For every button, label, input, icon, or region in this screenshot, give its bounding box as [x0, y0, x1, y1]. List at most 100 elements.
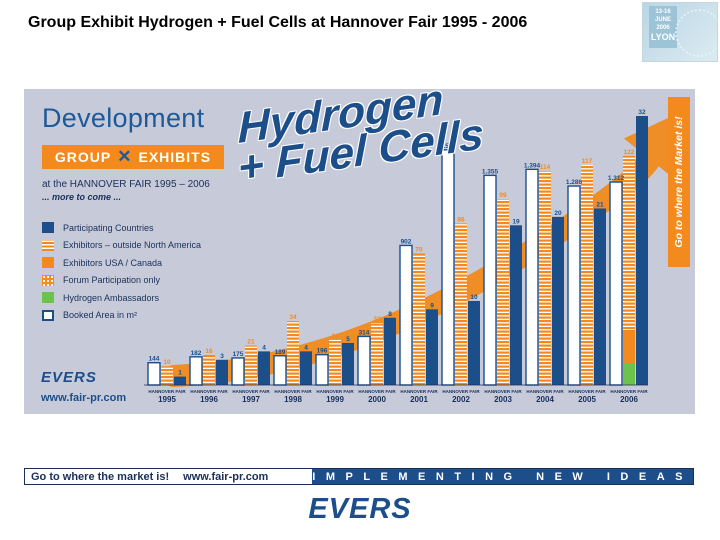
exhibitors-label: 70 — [415, 247, 423, 254]
booked-area-label: 902 — [401, 238, 412, 245]
evers-logo: EVERS — [41, 369, 97, 386]
event-month: JUNE — [654, 17, 671, 23]
exhibitors-bar — [371, 323, 383, 385]
axis-caption: HANNOVER FAIR — [442, 389, 480, 394]
countries-label: 21 — [596, 201, 604, 208]
banner-exhibits-text: EXHIBITS — [138, 149, 212, 165]
axis-caption: HANNOVER FAIR — [358, 389, 396, 394]
booked-area-bar — [357, 335, 371, 386]
legend-item-ambassadors: Hydrogen Ambassadors — [42, 289, 201, 307]
exhibitors-label: 122 — [624, 149, 635, 156]
legend-label-forum: Forum Participation only — [63, 275, 161, 286]
footer-bar: Go to where the market is! www.fair-pr.c… — [24, 468, 694, 485]
year-tick-label: 1998 — [284, 395, 302, 404]
market-slogan-text: Go to where the Market is! — [673, 116, 685, 248]
footer-slogan-area: Go to where the market is! www.fair-pr.c… — [25, 469, 313, 484]
legend-item-countries: Participating Countries — [42, 219, 201, 237]
exhibitors-bar — [413, 253, 425, 385]
year-tick-label: 1997 — [242, 395, 260, 404]
exhibitors-label: 114 — [540, 164, 551, 171]
exhibitors-label: 10 — [163, 359, 171, 366]
legend-item-exhibitors: Exhibitors – outside North America — [42, 237, 201, 255]
booked-area-bar — [189, 356, 203, 386]
year-tick-label: 2005 — [578, 395, 596, 404]
cross-icon: ✕ — [117, 147, 133, 166]
europe-map-icon — [675, 9, 717, 57]
booked-area-label: 1.394 — [524, 162, 541, 169]
booked-area-bar — [315, 353, 329, 386]
exhibitors-bar — [329, 339, 341, 385]
footer-tagline: IMPLEMENTING NEW IDEAS — [312, 469, 693, 484]
year-tick-label: 1999 — [326, 395, 344, 404]
countries-bar — [552, 216, 564, 385]
booked-area-label: 144 — [149, 356, 160, 363]
countries-label: 5 — [346, 336, 350, 343]
booked-area-bar — [231, 357, 245, 386]
countries-bar — [510, 225, 522, 385]
axis-caption: HANNOVER FAIR — [190, 389, 228, 394]
development-heading: Development — [42, 103, 205, 133]
axis-caption: HANNOVER FAIR — [148, 389, 186, 394]
legend-swatch-ambassadors — [42, 292, 54, 304]
event-logo: 13-16 JUNE 2006 LYON — [642, 2, 718, 62]
exhibitors-bar — [161, 366, 173, 385]
booked-area-bar — [147, 362, 161, 386]
booked-area-bar — [609, 181, 623, 386]
exhibitors-bar — [455, 223, 467, 385]
countries-label: 9 — [430, 302, 434, 309]
legend-swatch-forum — [42, 274, 54, 286]
axis-caption: HANNOVER FAIR — [316, 389, 354, 394]
legend-item-usa-canada: Exhibitors USA / Canada — [42, 254, 201, 272]
exhibitors-label: 117 — [582, 158, 593, 165]
countries-bar — [174, 376, 186, 385]
exhibitors-bar — [581, 165, 593, 385]
booked-area-label: 182 — [191, 350, 202, 357]
footer-website-link[interactable]: www.fair-pr.com — [183, 470, 269, 483]
exhibitors-bar — [497, 199, 509, 385]
countries-label: 4 — [304, 344, 308, 351]
countries-bar — [216, 359, 228, 385]
booked-area-label: 196 — [317, 348, 328, 355]
countries-label: 4 — [262, 344, 266, 351]
year-tick-label: 2004 — [536, 395, 554, 404]
banner-group-text: GROUP — [54, 149, 112, 165]
legend-swatch-exhibitors — [42, 239, 54, 251]
exhibitors-label: 34 — [289, 314, 297, 321]
booked-area-bar — [567, 185, 581, 386]
legend-label-countries: Participating Countries — [63, 222, 154, 233]
legend-label-exhibitors: Exhibitors – outside North America — [63, 240, 202, 251]
legend-swatch-usa-canada — [42, 257, 54, 269]
booked-area-label: 189 — [275, 349, 286, 356]
countries-bar — [468, 300, 480, 385]
slide-title: Group Exhibit Hydrogen + Fuel Cells at H… — [28, 14, 528, 31]
exhibitors-bar — [203, 354, 215, 385]
booked-area-bar — [273, 355, 287, 386]
legend-swatch-area — [42, 309, 54, 321]
countries-label: 10 — [470, 294, 478, 301]
year-tick-label: 2002 — [452, 395, 470, 404]
year-tick-label: 2003 — [494, 395, 512, 404]
countries-bar — [384, 317, 396, 385]
countries-label: 32 — [638, 109, 646, 116]
website-link[interactable]: www.fair-pr.com — [41, 392, 127, 404]
legend-label-usa-canada: Exhibitors USA / Canada — [63, 257, 163, 268]
exhibitors-bar — [539, 170, 551, 385]
year-tick-label: 1996 — [200, 395, 218, 404]
exhibitors-label: 86 — [457, 216, 465, 223]
exhibitors-bar — [287, 321, 299, 385]
event-day: 13-16 — [655, 9, 671, 15]
more-to-come-text: ... more to come ... — [42, 192, 122, 202]
axis-caption: HANNOVER FAIR — [232, 389, 270, 394]
booked-area-label: 1.520 — [440, 143, 457, 150]
market-slogan-strip: Go to where the Market is! — [668, 97, 690, 267]
chart-legend: Participating Countries Exhibitors – out… — [42, 219, 201, 324]
countries-bar — [636, 116, 648, 385]
exhibitors-label: 99 — [499, 192, 507, 199]
fair-subtitle: at the HANNOVER FAIR 1995 – 2006 — [42, 179, 210, 190]
legend-item-forum: Forum Participation only — [42, 272, 201, 290]
axis-caption: HANNOVER FAIR — [568, 389, 606, 394]
countries-label: 20 — [554, 210, 562, 217]
countries-label: 8 — [388, 311, 392, 318]
axis-caption: HANNOVER FAIR — [400, 389, 438, 394]
